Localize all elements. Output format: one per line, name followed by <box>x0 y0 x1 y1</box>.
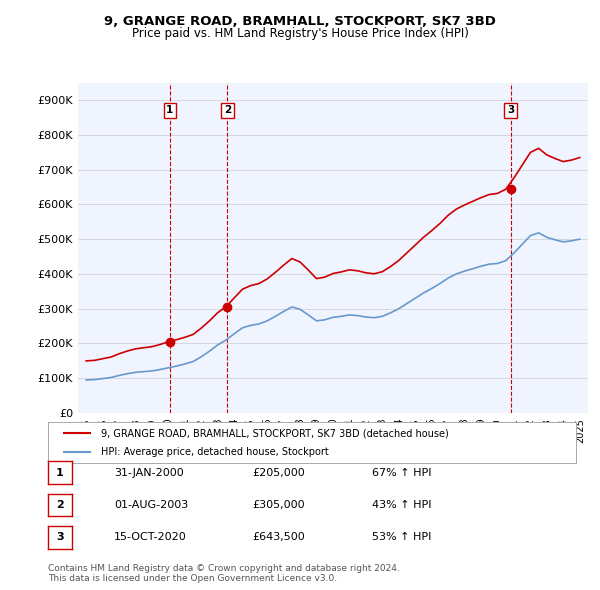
Text: 3: 3 <box>507 106 514 116</box>
Text: 1: 1 <box>166 106 173 116</box>
Text: Contains HM Land Registry data © Crown copyright and database right 2024.
This d: Contains HM Land Registry data © Crown c… <box>48 563 400 583</box>
Text: 15-OCT-2020: 15-OCT-2020 <box>114 533 187 542</box>
Text: 3: 3 <box>56 533 64 542</box>
Text: 2: 2 <box>56 500 64 510</box>
Text: 1: 1 <box>56 468 64 477</box>
Text: £305,000: £305,000 <box>252 500 305 510</box>
Text: HPI: Average price, detached house, Stockport: HPI: Average price, detached house, Stoc… <box>101 447 329 457</box>
Text: 67% ↑ HPI: 67% ↑ HPI <box>372 468 431 477</box>
Text: 9, GRANGE ROAD, BRAMHALL, STOCKPORT, SK7 3BD: 9, GRANGE ROAD, BRAMHALL, STOCKPORT, SK7… <box>104 15 496 28</box>
Text: 01-AUG-2003: 01-AUG-2003 <box>114 500 188 510</box>
Text: £205,000: £205,000 <box>252 468 305 477</box>
Text: 31-JAN-2000: 31-JAN-2000 <box>114 468 184 477</box>
Text: Price paid vs. HM Land Registry's House Price Index (HPI): Price paid vs. HM Land Registry's House … <box>131 27 469 40</box>
Text: 43% ↑ HPI: 43% ↑ HPI <box>372 500 431 510</box>
Text: 9, GRANGE ROAD, BRAMHALL, STOCKPORT, SK7 3BD (detached house): 9, GRANGE ROAD, BRAMHALL, STOCKPORT, SK7… <box>101 428 449 438</box>
Text: £643,500: £643,500 <box>252 533 305 542</box>
Text: 2: 2 <box>224 106 231 116</box>
Text: 53% ↑ HPI: 53% ↑ HPI <box>372 533 431 542</box>
